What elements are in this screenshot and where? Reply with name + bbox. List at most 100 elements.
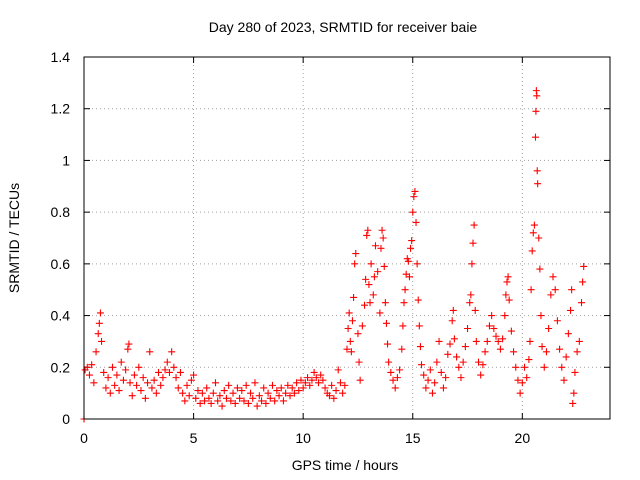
data-points <box>80 87 588 423</box>
y-tick-label: 0.6 <box>51 256 71 272</box>
data-point <box>94 330 102 338</box>
data-point <box>214 397 222 405</box>
data-point <box>450 335 458 343</box>
data-point <box>401 286 409 294</box>
data-point <box>472 337 480 345</box>
data-point <box>168 348 176 356</box>
data-point <box>334 366 342 374</box>
y-tick-label: 0.8 <box>51 204 71 220</box>
data-point <box>570 389 578 397</box>
data-point <box>220 387 228 395</box>
grid <box>84 57 610 419</box>
data-point <box>469 239 477 247</box>
data-point <box>518 379 526 387</box>
data-point <box>426 366 434 374</box>
data-point <box>343 345 351 353</box>
data-point <box>370 273 378 281</box>
data-point <box>389 376 397 384</box>
data-point <box>209 389 217 397</box>
data-point <box>556 345 564 353</box>
data-point <box>174 384 182 392</box>
data-point <box>104 374 112 382</box>
data-point <box>384 340 392 348</box>
data-point <box>416 343 424 351</box>
data-point <box>533 92 541 100</box>
data-point <box>408 237 416 245</box>
data-point <box>413 260 421 268</box>
data-point <box>159 374 167 382</box>
data-point <box>391 384 399 392</box>
data-point <box>297 376 305 384</box>
data-point <box>527 286 535 294</box>
data-point <box>431 379 439 387</box>
data-point <box>575 337 583 345</box>
data-point <box>399 322 407 330</box>
data-point <box>560 376 568 384</box>
data-point <box>580 262 588 270</box>
data-point <box>437 368 445 376</box>
data-point <box>347 348 355 356</box>
data-point <box>538 343 546 351</box>
data-point <box>446 340 454 348</box>
data-point <box>521 363 529 371</box>
y-tick-label: 0 <box>62 411 70 427</box>
y-tick-label: 0.2 <box>51 359 71 375</box>
data-point <box>163 358 171 366</box>
data-point <box>362 275 370 283</box>
data-point <box>203 384 211 392</box>
data-point <box>95 319 103 327</box>
data-point <box>411 187 419 195</box>
data-point <box>122 366 130 374</box>
data-point <box>481 348 489 356</box>
x-tick-label: 5 <box>190 430 198 446</box>
data-point <box>249 394 257 402</box>
data-point <box>310 368 318 376</box>
data-point <box>444 350 452 358</box>
data-point <box>183 381 191 389</box>
data-point <box>344 325 352 332</box>
data-point <box>176 368 184 376</box>
data-point <box>348 317 356 325</box>
data-point <box>382 319 390 327</box>
data-point <box>422 384 430 392</box>
data-point <box>512 363 520 371</box>
data-point <box>499 335 507 343</box>
data-point <box>190 371 198 379</box>
data-point <box>83 363 91 371</box>
data-point <box>233 384 241 392</box>
data-point <box>157 381 165 389</box>
data-point <box>126 379 134 387</box>
data-point <box>412 218 420 226</box>
data-point <box>264 389 272 397</box>
data-point <box>361 301 369 309</box>
data-point <box>428 389 436 397</box>
data-point <box>352 250 360 258</box>
data-point <box>385 358 393 366</box>
data-point <box>293 379 301 387</box>
data-point <box>502 291 510 299</box>
data-point <box>530 221 538 229</box>
data-point <box>227 397 235 405</box>
data-point <box>468 260 476 268</box>
data-point <box>98 337 106 345</box>
data-point <box>179 389 187 397</box>
data-point <box>286 392 294 400</box>
data-point <box>277 384 285 392</box>
data-point <box>328 381 336 389</box>
data-point <box>113 371 121 379</box>
data-point <box>365 281 373 289</box>
data-point <box>354 330 362 338</box>
data-point <box>568 286 576 294</box>
data-point <box>525 356 533 364</box>
data-point <box>371 242 379 250</box>
data-point <box>418 361 426 369</box>
data-point <box>216 392 224 400</box>
data-point <box>92 348 100 356</box>
data-point <box>351 260 359 268</box>
x-axis-label: GPS time / hours <box>292 457 399 473</box>
data-point <box>461 343 469 351</box>
data-point <box>453 353 461 361</box>
data-point <box>125 340 133 348</box>
data-point <box>90 379 98 387</box>
